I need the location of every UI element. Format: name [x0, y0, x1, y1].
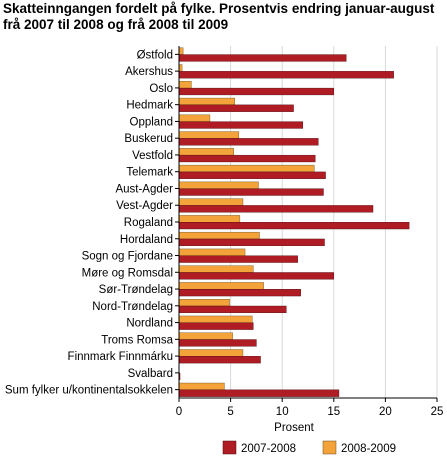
bar-2008-2009-13	[178, 265, 254, 273]
category-label-5: Buskerud	[124, 133, 173, 145]
bar-2008-2009-15	[178, 299, 230, 307]
category-label-3: Hedmark	[126, 100, 173, 112]
category-label-8: Aust-Agder	[115, 183, 173, 195]
x-tick-label-0: 0	[176, 406, 182, 418]
category-label-18: Finnmark Finnmárku	[68, 351, 173, 363]
bar-2007-2008-7	[178, 171, 326, 179]
category-label-7: Telemark	[126, 167, 173, 179]
bar-2007-2008-3	[178, 104, 294, 112]
bar-2007-2008-18	[178, 356, 261, 364]
bar-2008-2009-12	[178, 248, 246, 256]
bar-2008-2009-4	[178, 114, 211, 122]
bar-2007-2008-13	[178, 272, 335, 280]
category-label-14: Sør-Trøndelag	[99, 284, 173, 296]
bar-2008-2009-11	[178, 231, 260, 240]
legend-swatch-2008-2009	[322, 440, 337, 455]
x-tick-label-3: 15	[327, 406, 340, 418]
category-label-12: Sogn og Fjordane	[82, 251, 173, 263]
bar-2007-2008-11	[178, 238, 325, 246]
bar-2007-2008-5	[178, 138, 319, 146]
category-label-19: Svalbard	[128, 368, 173, 380]
bar-2007-2008-17	[178, 339, 257, 347]
chart-title-line-2: frå 2007 til 2008 og frå 2008 til 2009	[3, 17, 229, 32]
bar-2007-2008-14	[178, 289, 301, 297]
category-label-17: Troms Romsa	[101, 334, 173, 346]
legend-label-2007-2008: 2007-2008	[241, 443, 296, 455]
bar-2008-2009-5	[178, 131, 240, 139]
bar-2008-2009-8	[178, 181, 259, 189]
bar-2007-2008-16	[178, 322, 254, 330]
bar-2007-2008-15	[178, 305, 287, 314]
bar-2007-2008-20	[178, 389, 340, 397]
bar-2008-2009-0	[178, 47, 184, 55]
category-label-2: Oslo	[149, 83, 173, 95]
bar-2008-2009-3	[178, 97, 235, 106]
category-label-9: Vest-Agder	[116, 200, 173, 212]
bar-2007-2008-2	[178, 87, 335, 96]
category-label-4: Oppland	[130, 116, 173, 128]
legend-swatch-2007-2008	[222, 440, 237, 455]
chart-title: Skatteinngangen fordelt på fylke. Prosen…	[3, 1, 443, 33]
bar-2008-2009-9	[178, 198, 244, 206]
bar-2008-2009-16	[178, 315, 253, 323]
bar-2007-2008-10	[178, 221, 410, 230]
bar-2008-2009-18	[178, 349, 244, 357]
category-label-0: Østfold	[137, 49, 173, 61]
category-label-16: Nordland	[126, 318, 173, 330]
category-label-20: Sum fylker u/kontinentalsokkelen	[5, 385, 173, 397]
x-tick-label-4: 20	[379, 406, 392, 418]
category-label-13: Møre og Romsdal	[82, 267, 173, 279]
bar-2007-2008-0	[178, 54, 347, 62]
bar-2008-2009-17	[178, 332, 233, 340]
bar-2007-2008-1	[178, 71, 394, 79]
bar-2008-2009-7	[178, 164, 315, 173]
category-label-10: Rogaland	[124, 217, 173, 229]
bar-2008-2009-20	[178, 382, 225, 391]
chart-title-line-1: Skatteinngangen fordelt på fylke. Prosen…	[3, 1, 435, 16]
bar-2007-2008-4	[178, 121, 304, 129]
bar-2008-2009-10	[178, 215, 241, 223]
bar-2008-2009-2	[178, 81, 192, 89]
bar-2008-2009-6	[178, 148, 234, 156]
bar-2007-2008-6	[178, 154, 316, 163]
category-label-11: Hordaland	[120, 234, 173, 246]
x-tick-label-1: 5	[227, 406, 233, 418]
category-label-1: Akershus	[125, 66, 173, 78]
bar-2008-2009-14	[178, 282, 264, 290]
x-axis-title: Prosent	[274, 422, 314, 434]
bar-2007-2008-12	[178, 255, 298, 263]
category-label-15: Nord-Trøndelag	[92, 301, 173, 313]
legend-label-2008-2009: 2008-2009	[341, 443, 396, 455]
category-label-6: Vestfold	[132, 150, 173, 162]
bar-2007-2008-9	[178, 205, 374, 213]
bar-2007-2008-8	[178, 188, 324, 196]
x-tick-label-2: 10	[276, 406, 289, 418]
x-tick-label-5: 25	[431, 406, 444, 418]
